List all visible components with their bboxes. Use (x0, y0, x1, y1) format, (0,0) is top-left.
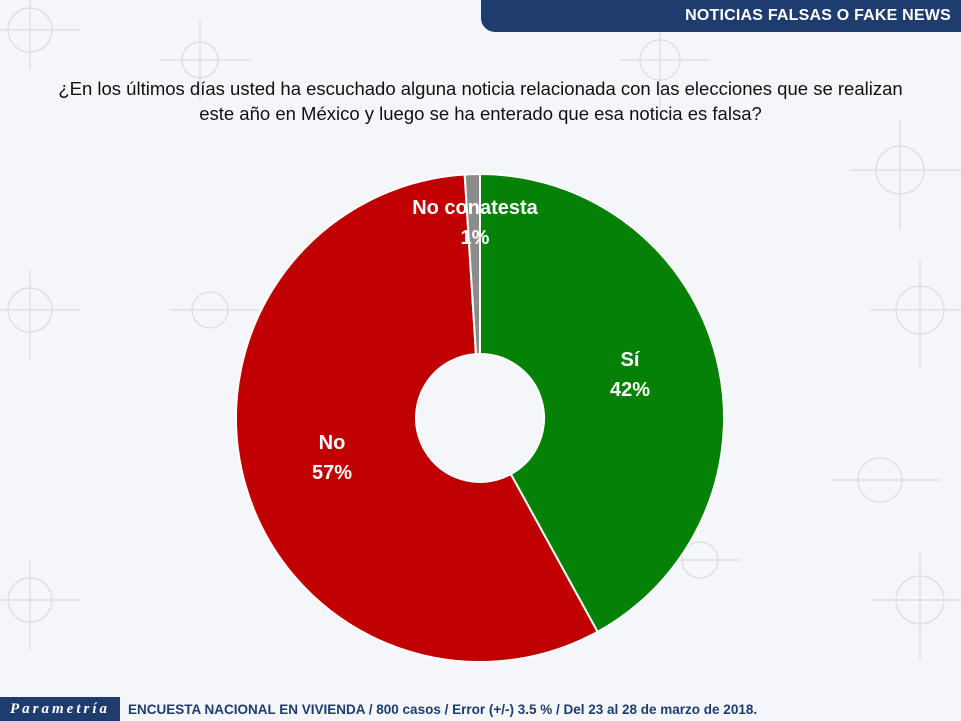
slice-value-1: 57% (312, 462, 352, 484)
header-title: NOTICIAS FALSAS O FAKE NEWS (685, 7, 951, 24)
slice-1 (235, 173, 599, 663)
slice-0 (479, 172, 725, 634)
survey-question: ¿En los últimos días usted ha escuchado … (20, 76, 941, 126)
question-line-2: este año en México y luego se ha enterad… (199, 103, 762, 124)
slice-label-1: No (319, 432, 346, 454)
question-line-1: ¿En los últimos días usted ha escuchado … (58, 78, 903, 99)
slice-label-0: Sí (621, 349, 641, 371)
slice-label-2: No conatesta (412, 197, 538, 219)
slice-value-0: 42% (610, 379, 650, 401)
slice-value-2: 1% (461, 227, 490, 249)
header-banner: NOTICIAS FALSAS O FAKE NEWS (481, 0, 961, 32)
brand-logo: Parametría (0, 697, 120, 721)
footer-note: ENCUESTA NACIONAL EN VIVIENDA / 800 caso… (128, 702, 758, 717)
slice-2 (463, 172, 481, 356)
